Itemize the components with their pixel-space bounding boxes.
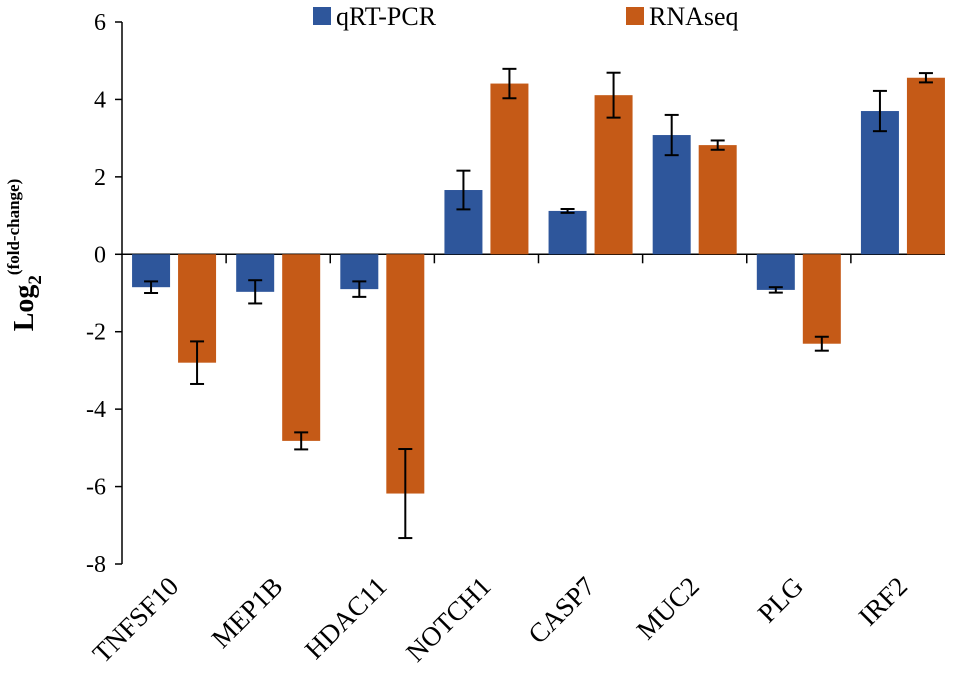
legend-label: qRT-PCR (336, 2, 437, 31)
y-tick-label: 0 (94, 242, 106, 268)
bar-rnaseq-notch1 (490, 83, 529, 255)
error-bar (814, 335, 829, 352)
bar-qrt-pcr-irf2 (860, 111, 899, 255)
y-tick-label: -6 (86, 475, 106, 501)
error-bar (918, 72, 933, 84)
error-bar (294, 431, 309, 451)
category-label: PLG (752, 571, 809, 628)
error-bar (352, 280, 367, 298)
legend-swatch-qrt-pcr (313, 7, 331, 25)
error-bar (456, 169, 471, 211)
category-label: MUC2 (631, 571, 705, 645)
svg-text:Log2(fold-change): Log2(fold-change) (4, 179, 46, 332)
category-label: HDAC11 (299, 571, 393, 665)
y-tick-label: 6 (94, 10, 106, 36)
legend-swatch-rnaseq (626, 7, 644, 25)
bars (132, 77, 945, 494)
error-bar (398, 448, 413, 540)
y-tick-label: 4 (94, 87, 106, 113)
error-bar (710, 139, 725, 151)
y-tick-label: -4 (86, 397, 106, 423)
y-axis-label-superscript: (fold-change) (4, 179, 23, 275)
error-bars (144, 67, 933, 540)
category-label: CASP7 (522, 571, 601, 650)
category-label: IRF2 (853, 571, 913, 631)
bar-qrt-pcr-casp7 (548, 210, 587, 255)
bar-rnaseq-mep1b (282, 254, 321, 441)
error-bar (190, 340, 205, 385)
category-labels: TNFSF10 MEP1B HDAC11 NOTCH1 CASP7 MUC2 PLG IRF2 (87, 571, 913, 669)
y-tick-label: -8 (86, 552, 106, 578)
bar-qrt-pcr-plg (756, 254, 795, 290)
y-tick-labels: 6 4 2 0 -2 -4 -6 -8 (86, 10, 106, 578)
y-tick-label: 2 (94, 165, 106, 191)
bar-rnaseq-casp7 (594, 95, 633, 255)
category-label: TNFSF10 (87, 571, 185, 669)
category-label: MEP1B (206, 571, 289, 654)
y-axis-label-subscript: 2 (25, 275, 46, 285)
error-bar (144, 280, 159, 294)
error-bar (560, 207, 575, 214)
error-bar (768, 286, 783, 294)
error-bar (248, 279, 263, 305)
bar-rnaseq-irf2 (906, 77, 945, 255)
error-bar (502, 67, 517, 100)
legend: qRT-PCR RNAseq (313, 2, 739, 31)
legend-label: RNAseq (649, 2, 739, 31)
error-bar (664, 113, 679, 157)
y-axis-label: Log2(fold-change) (4, 179, 46, 332)
error-bar (872, 89, 887, 133)
error-bar (606, 71, 621, 119)
y-tick-label: -2 (86, 320, 106, 346)
category-label: NOTCH1 (400, 571, 497, 668)
bar-rnaseq-muc2 (698, 145, 737, 255)
bar-rnaseq-plg (802, 254, 841, 344)
y-axis-label-main: Log (9, 285, 40, 332)
